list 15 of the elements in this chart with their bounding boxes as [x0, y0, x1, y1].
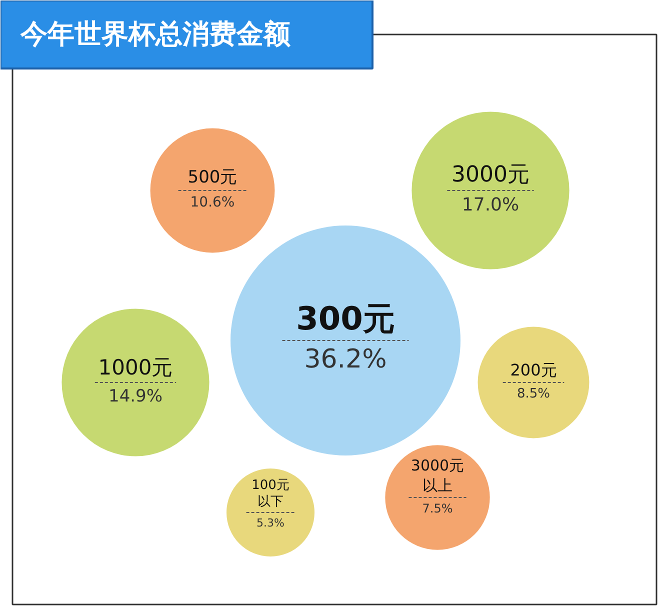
data-label: 14.9%	[108, 386, 163, 406]
category-label: 1000元	[98, 356, 173, 380]
data-label: 17.0%	[462, 194, 520, 216]
category-label: 300元	[296, 300, 395, 338]
category-label: 100元以下	[252, 478, 290, 510]
category-label: 3000元以上	[410, 456, 464, 494]
data-label: 8.5%	[516, 386, 550, 402]
data-label: 36.2%	[304, 344, 387, 374]
category-label: 3000元	[452, 162, 530, 188]
data-label: 5.3%	[256, 516, 284, 530]
category-label: 500元	[188, 168, 238, 188]
text: 今年世界杯总消费金额	[20, 19, 292, 50]
data-label: 7.5%	[422, 502, 453, 516]
data-label: 10.6%	[190, 194, 235, 210]
category-label: 200元	[510, 360, 557, 380]
